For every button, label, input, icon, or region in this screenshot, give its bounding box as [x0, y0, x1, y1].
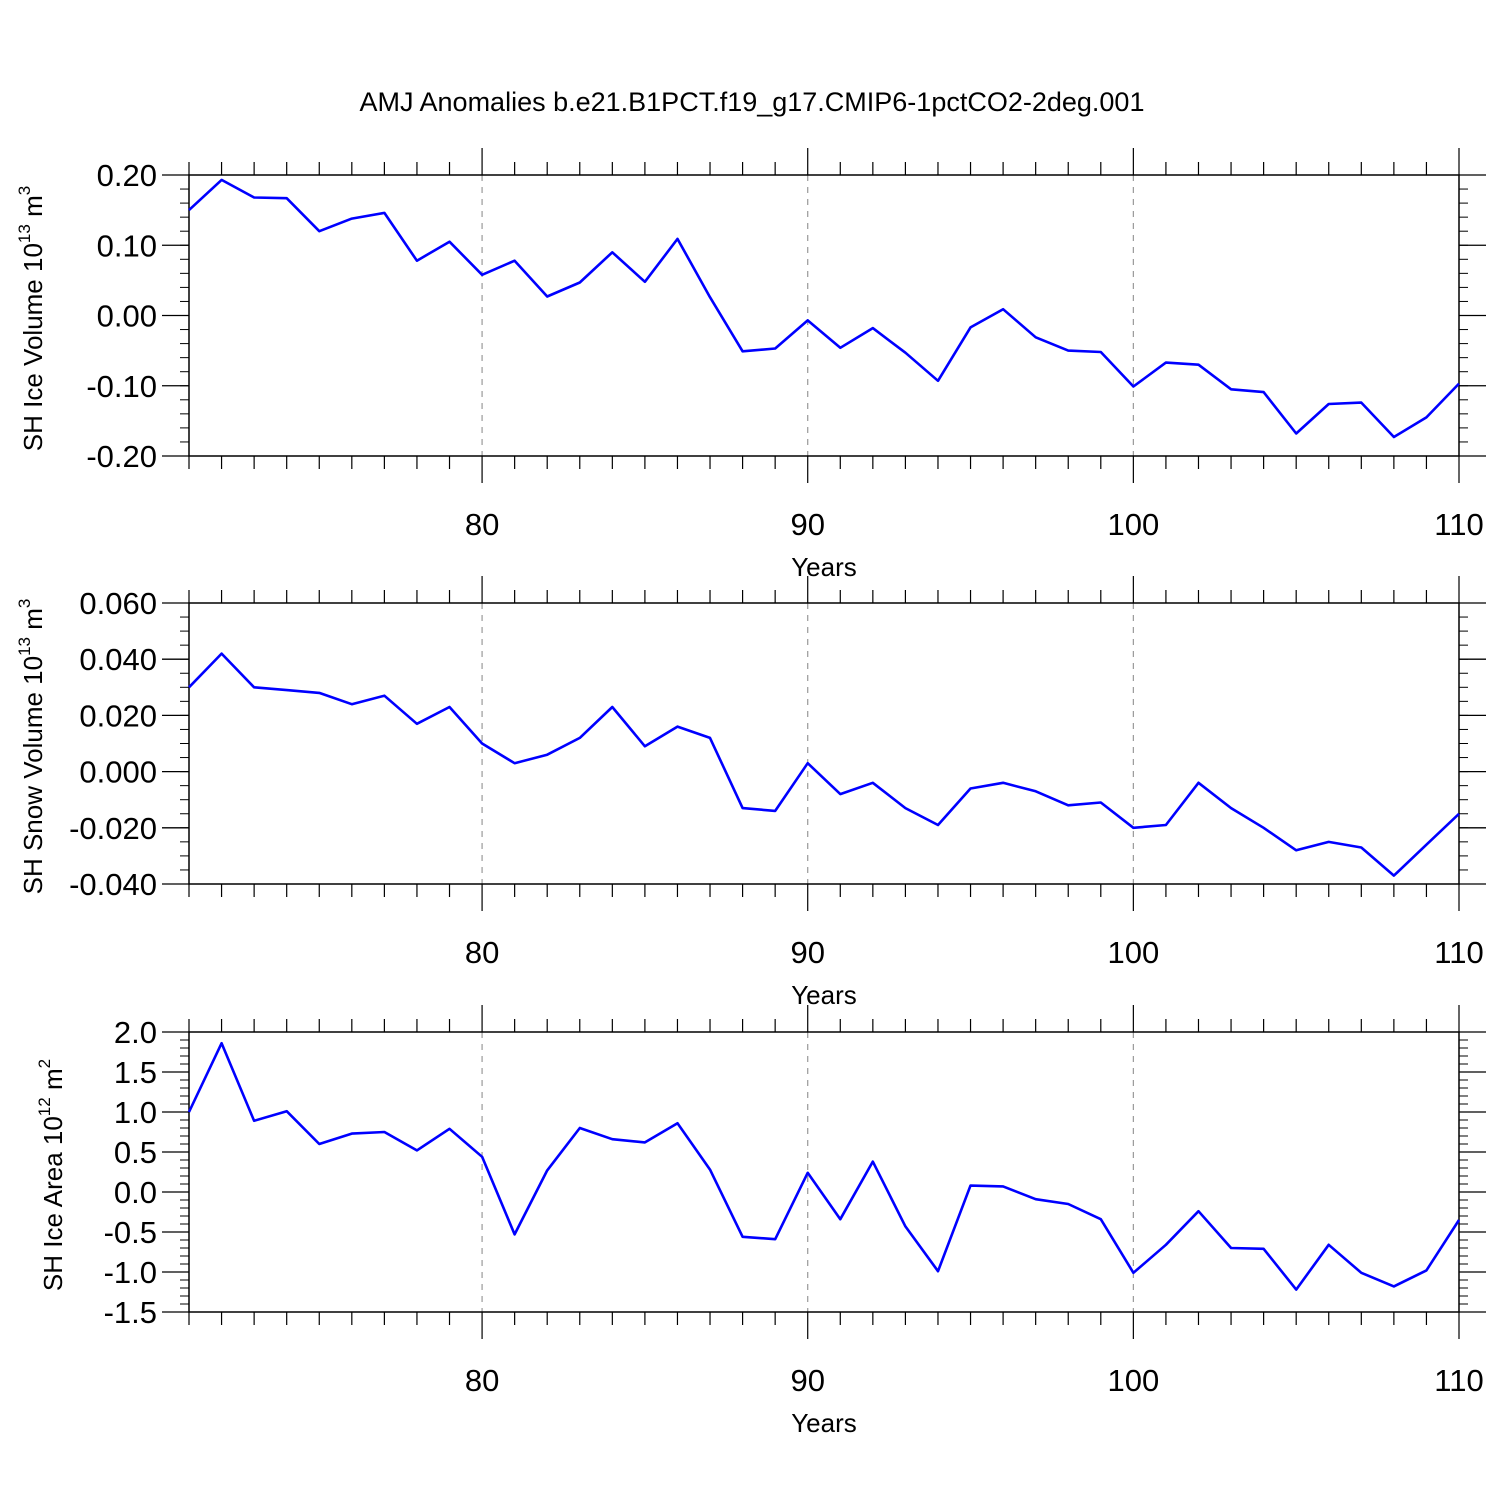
x-axis-label: Years	[791, 1408, 857, 1438]
y-tick-label: 0.00	[97, 299, 157, 334]
y-axis-label-part: m	[38, 1068, 68, 1097]
y-axis-label-part: 12	[35, 1097, 54, 1116]
y-tick-label: -1.0	[104, 1255, 157, 1290]
y-tick-label: -0.20	[86, 439, 157, 474]
y-axis-label-part: 3	[15, 599, 34, 608]
plot-frame	[188, 174, 1460, 457]
x-tick-label: 80	[465, 935, 499, 970]
y-tick-label: 1.0	[114, 1095, 157, 1130]
y-tick-label: 0.040	[79, 642, 157, 677]
y-axis-label-part: 13	[15, 224, 34, 243]
y-tick-label: 0.10	[97, 228, 157, 263]
y-tick-label: -0.5	[104, 1215, 157, 1250]
x-tick-label: 80	[465, 1363, 499, 1398]
series-line	[187, 1041, 1461, 1291]
y-axis-label-part: SH Ice Area 10	[38, 1116, 68, 1291]
x-tick-label: 90	[790, 935, 824, 970]
y-tick-label: -1.5	[104, 1295, 157, 1330]
y-axis-label-part: m	[18, 195, 48, 224]
y-tick-label: -0.040	[69, 867, 157, 902]
y-tick-label: 0.20	[97, 158, 157, 193]
series-line	[188, 178, 1460, 439]
x-tick-label: 80	[465, 507, 499, 542]
x-axis-label: Years	[791, 980, 857, 1010]
y-axis-label-part: m	[18, 608, 48, 637]
x-tick-label: 90	[790, 1363, 824, 1398]
y-tick-label: -0.10	[86, 369, 157, 404]
y-axis-label-part: 2	[35, 1059, 54, 1068]
figure-title: AMJ Anomalies b.e21.B1PCT.f19_g17.CMIP6-…	[360, 87, 1145, 117]
x-tick-label: 110	[1434, 935, 1483, 970]
y-tick-label: 2.0	[114, 1015, 157, 1050]
y-axis-label-part: SH Ice Volume 10	[18, 243, 48, 451]
x-tick-label: 110	[1434, 507, 1483, 542]
panel-2: -0.040 -0.020 0.000 0.020 0.040 0.060 80 90 100 1…	[15, 576, 1486, 1010]
x-tick-label: 100	[1107, 935, 1159, 970]
y-tick-label: 0.000	[79, 755, 157, 790]
y-tick-label: 0.060	[79, 586, 157, 621]
y-tick-label: -0.020	[69, 811, 157, 846]
y-axis-label: SH Snow Volume 1013 m3	[15, 599, 48, 895]
y-axis-label-part: 3	[15, 186, 34, 195]
panel-1: -0.20 -0.10 0.00 0.10 0.20 80 90 100 110 Years SH …	[15, 148, 1486, 582]
y-tick-label: 0.5	[114, 1135, 157, 1170]
panel-3: -1.5 -1.0 -0.5 0.0 0.5 1.0 1.5 2.0 80 90 100 110 Yea…	[35, 1005, 1486, 1438]
x-tick-label: 100	[1107, 1363, 1159, 1398]
series-line	[188, 652, 1460, 877]
x-tick-label: 100	[1107, 507, 1159, 542]
y-tick-label: 0.020	[79, 698, 157, 733]
x-axis-label: Years	[791, 552, 857, 582]
x-tick-label: 110	[1434, 1363, 1483, 1398]
plot-frame	[188, 602, 1460, 885]
y-axis-label-part: 13	[15, 637, 34, 656]
plot-frame	[188, 1031, 1460, 1313]
y-axis-label: SH Ice Area 1012 m2	[35, 1059, 68, 1291]
y-axis-label: SH Ice Volume 1013 m3	[15, 186, 48, 451]
y-tick-label: 1.5	[114, 1055, 157, 1090]
x-tick-label: 90	[790, 507, 824, 542]
y-tick-label: 0.0	[114, 1175, 157, 1210]
panels: -0.20 -0.10 0.00 0.10 0.20 80 90 100 110 Years SH …	[15, 148, 1486, 1438]
y-axis-label-part: SH Snow Volume 10	[18, 656, 48, 894]
